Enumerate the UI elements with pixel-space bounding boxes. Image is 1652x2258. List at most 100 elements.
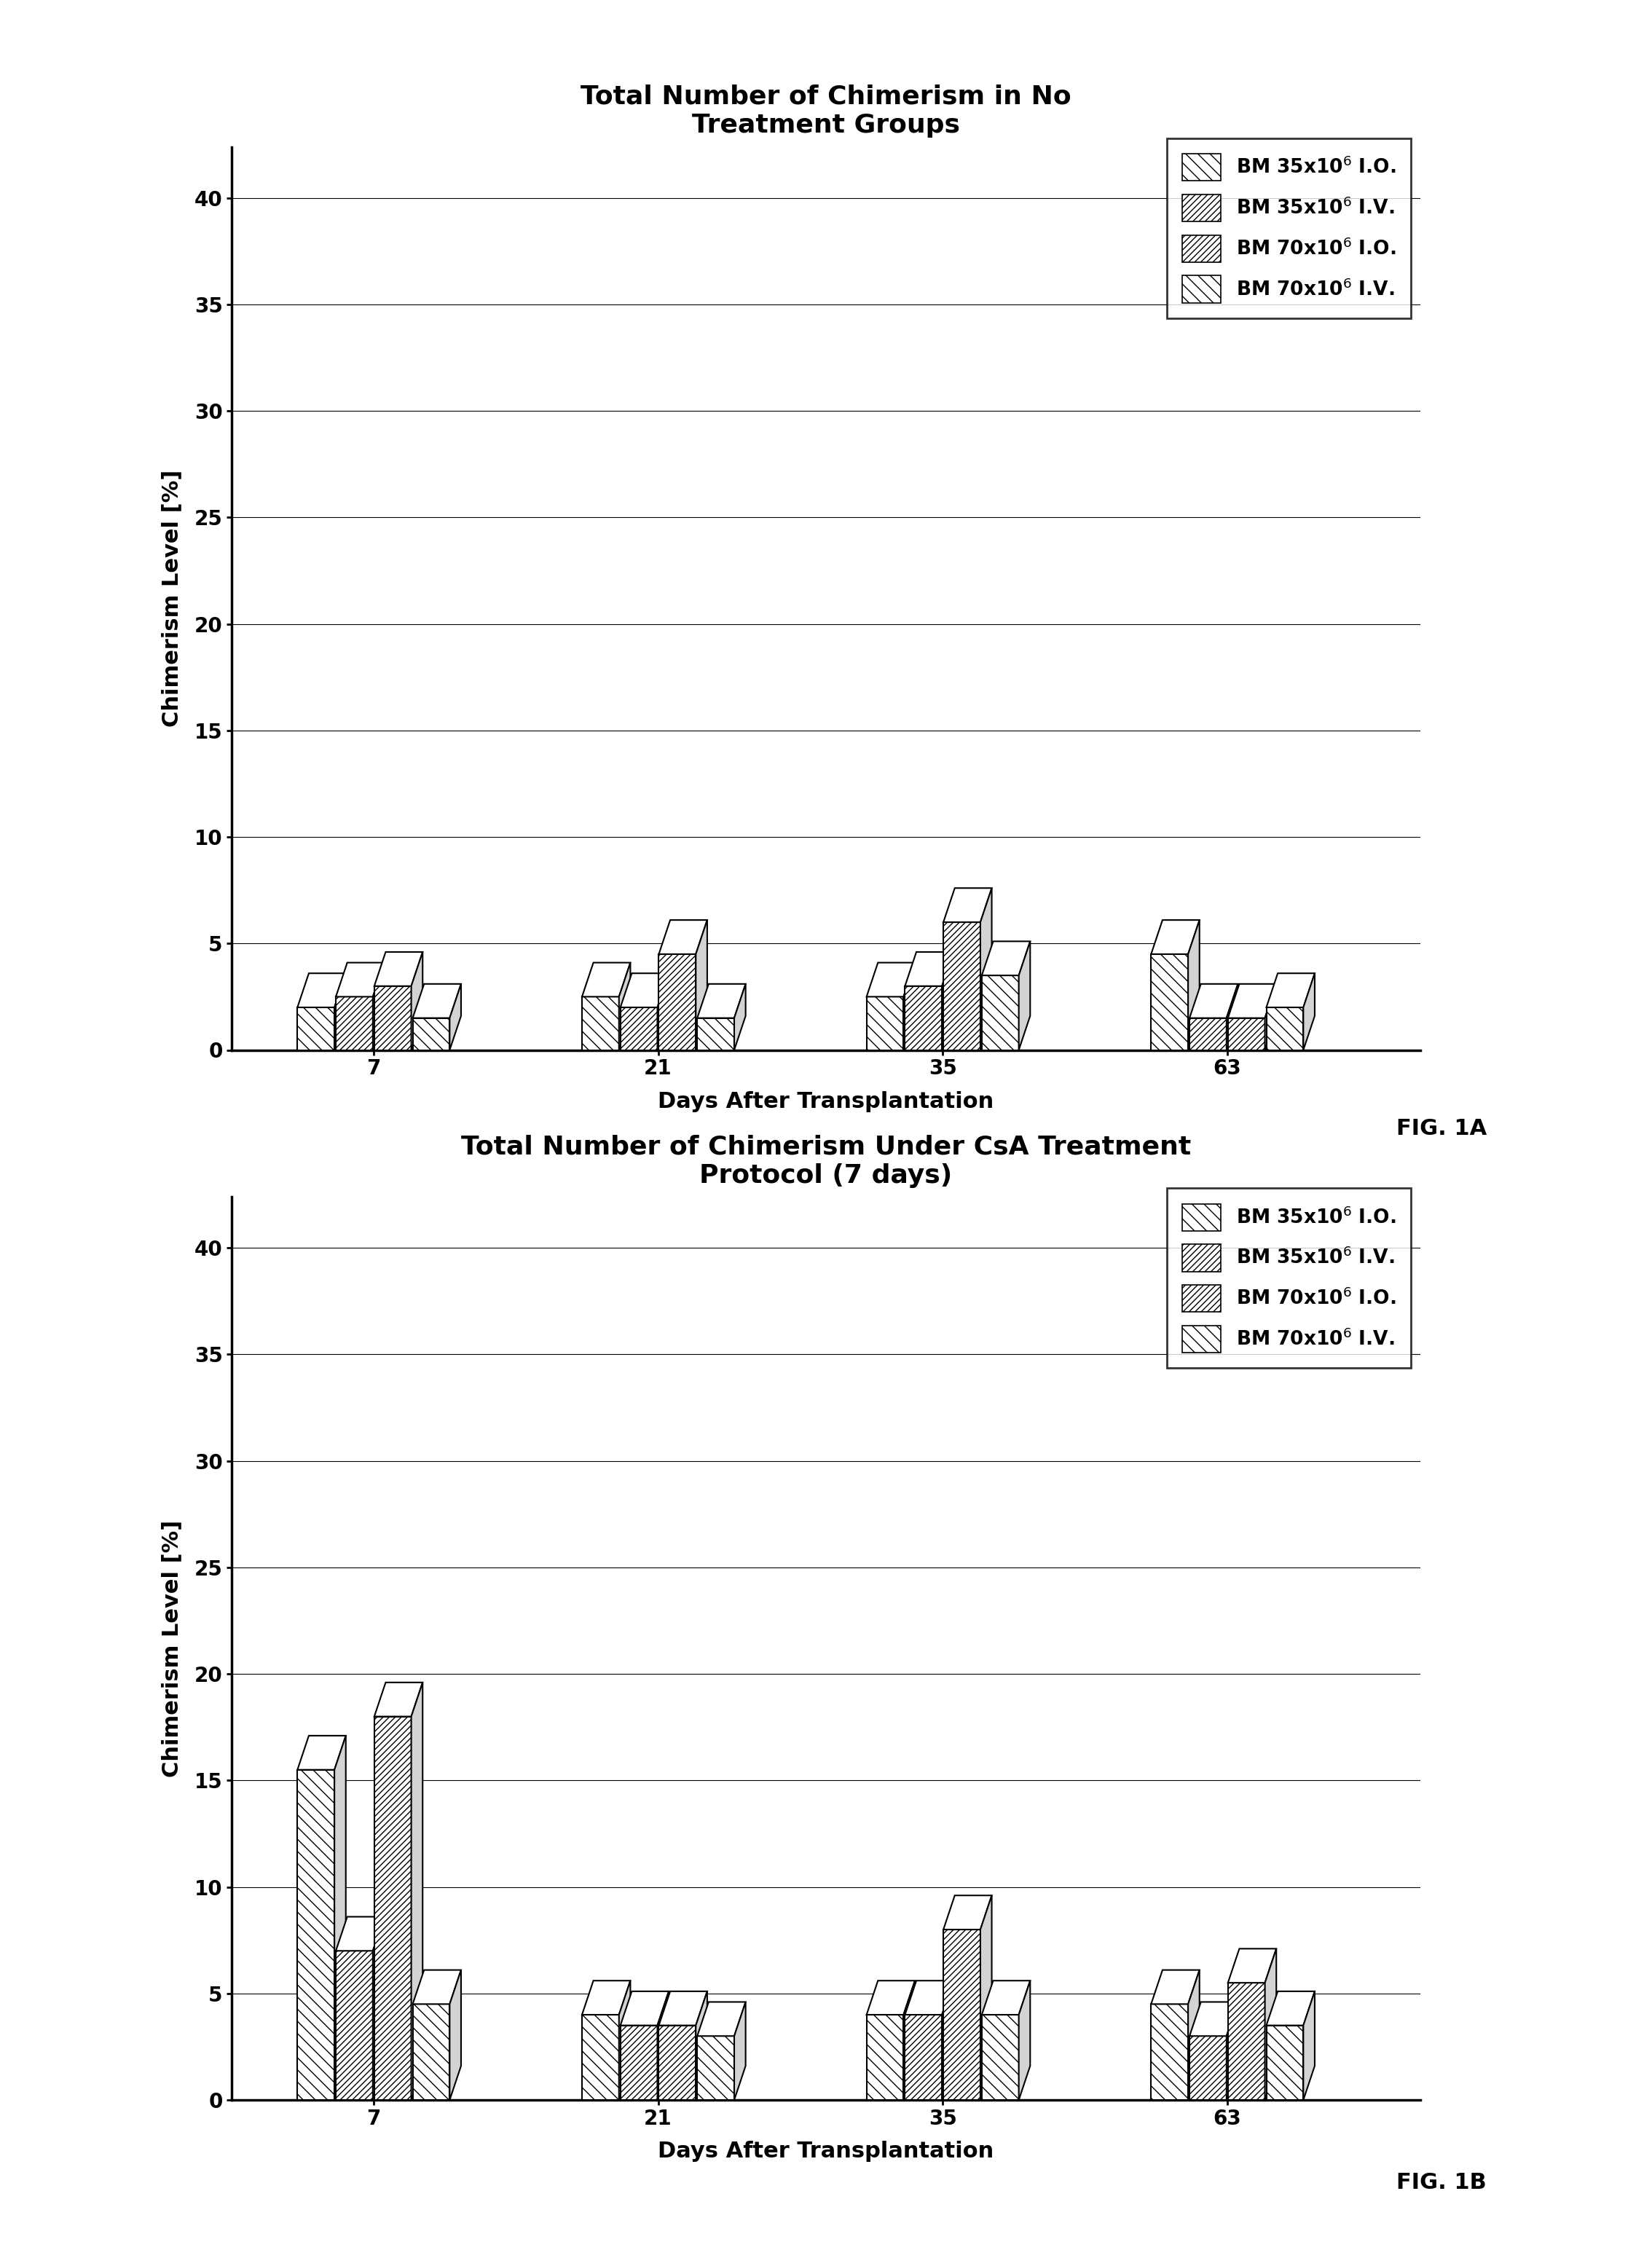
- Polygon shape: [582, 1980, 631, 2014]
- Bar: [621, 2025, 657, 2100]
- Text: FIG. 1A: FIG. 1A: [1396, 1118, 1487, 1138]
- Bar: [297, 1007, 334, 1050]
- Polygon shape: [1189, 2003, 1237, 2037]
- Polygon shape: [981, 942, 1031, 975]
- Polygon shape: [297, 1736, 345, 1770]
- Title: Total Number of Chimerism in No
Treatment Groups: Total Number of Chimerism in No Treatmen…: [580, 84, 1072, 138]
- Polygon shape: [657, 973, 669, 1050]
- Bar: [1227, 1018, 1265, 1050]
- Bar: [905, 987, 942, 1050]
- Bar: [621, 1007, 657, 1050]
- Bar: [981, 975, 1019, 1050]
- Polygon shape: [1265, 1949, 1277, 2100]
- Bar: [335, 996, 373, 1050]
- Polygon shape: [942, 953, 953, 1050]
- Bar: [375, 1716, 411, 2100]
- Polygon shape: [1227, 1949, 1277, 1983]
- Title: Total Number of Chimerism Under CsA Treatment
Protocol (7 days): Total Number of Chimerism Under CsA Trea…: [461, 1134, 1191, 1188]
- Bar: [943, 921, 980, 1050]
- Polygon shape: [1151, 1969, 1199, 2005]
- Polygon shape: [375, 1682, 423, 1716]
- Polygon shape: [867, 962, 915, 996]
- Polygon shape: [334, 1736, 345, 2100]
- X-axis label: Days After Transplantation: Days After Transplantation: [657, 1091, 995, 1113]
- Polygon shape: [904, 962, 915, 1050]
- Polygon shape: [1267, 1992, 1315, 2025]
- Bar: [659, 2025, 695, 2100]
- Polygon shape: [904, 1980, 915, 2100]
- Polygon shape: [1267, 973, 1315, 1007]
- Polygon shape: [1226, 984, 1237, 1050]
- Polygon shape: [733, 984, 745, 1050]
- Bar: [1189, 2037, 1226, 2100]
- Polygon shape: [905, 953, 953, 987]
- X-axis label: Days After Transplantation: Days After Transplantation: [657, 2141, 995, 2163]
- Bar: [582, 996, 620, 1050]
- Polygon shape: [335, 1917, 385, 1951]
- Bar: [943, 1931, 980, 2100]
- Bar: [659, 955, 695, 1050]
- Bar: [981, 2014, 1019, 2100]
- Polygon shape: [334, 973, 345, 1050]
- Polygon shape: [582, 962, 631, 996]
- Bar: [375, 987, 411, 1050]
- Polygon shape: [943, 1894, 991, 1931]
- Polygon shape: [373, 1917, 385, 2100]
- Polygon shape: [733, 2003, 745, 2100]
- Polygon shape: [335, 962, 385, 996]
- Polygon shape: [1303, 1992, 1315, 2100]
- Polygon shape: [697, 984, 745, 1018]
- Bar: [867, 996, 904, 1050]
- Polygon shape: [657, 1992, 669, 2100]
- Polygon shape: [413, 984, 461, 1018]
- Polygon shape: [980, 887, 991, 1050]
- Polygon shape: [697, 2003, 745, 2037]
- Bar: [1189, 1018, 1226, 1050]
- Polygon shape: [620, 962, 631, 1050]
- Legend: BM 35x10$^{6}$ I.O., BM 35x10$^{6}$ I.V., BM 70x10$^{6}$ I.O., BM 70x10$^{6}$ I.: BM 35x10$^{6}$ I.O., BM 35x10$^{6}$ I.V.…: [1166, 138, 1411, 318]
- Bar: [1151, 955, 1188, 1050]
- Polygon shape: [867, 1980, 915, 2014]
- Polygon shape: [297, 973, 345, 1007]
- Polygon shape: [943, 887, 991, 921]
- Bar: [413, 2005, 449, 2100]
- Polygon shape: [373, 962, 385, 1050]
- Polygon shape: [659, 1992, 707, 2025]
- Legend: BM 35x10$^{6}$ I.O., BM 35x10$^{6}$ I.V., BM 70x10$^{6}$ I.O., BM 70x10$^{6}$ I.: BM 35x10$^{6}$ I.O., BM 35x10$^{6}$ I.V.…: [1166, 1188, 1411, 1368]
- Bar: [582, 2014, 620, 2100]
- Bar: [413, 1018, 449, 1050]
- Bar: [335, 1951, 373, 2100]
- Polygon shape: [621, 973, 669, 1007]
- Polygon shape: [1265, 984, 1277, 1050]
- Polygon shape: [413, 1969, 461, 2005]
- Bar: [905, 2014, 942, 2100]
- Polygon shape: [1226, 2003, 1237, 2100]
- Bar: [297, 1770, 334, 2100]
- Polygon shape: [449, 984, 461, 1050]
- Polygon shape: [1019, 1980, 1031, 2100]
- Bar: [1267, 1007, 1303, 1050]
- Polygon shape: [411, 953, 423, 1050]
- Bar: [1151, 2005, 1188, 2100]
- Polygon shape: [621, 1992, 669, 2025]
- Polygon shape: [620, 1980, 631, 2100]
- Bar: [1227, 1983, 1265, 2100]
- Polygon shape: [411, 1682, 423, 2100]
- Polygon shape: [1188, 1969, 1199, 2100]
- Bar: [1267, 2025, 1303, 2100]
- Polygon shape: [1019, 942, 1031, 1050]
- Polygon shape: [1227, 984, 1277, 1018]
- Polygon shape: [375, 953, 423, 987]
- Polygon shape: [1303, 973, 1315, 1050]
- Text: FIG. 1B: FIG. 1B: [1396, 2172, 1487, 2193]
- Bar: [697, 2037, 733, 2100]
- Polygon shape: [981, 1980, 1031, 2014]
- Polygon shape: [659, 919, 707, 955]
- Bar: [697, 1018, 733, 1050]
- Y-axis label: Chimerism Level [%]: Chimerism Level [%]: [162, 470, 182, 727]
- Polygon shape: [942, 1980, 953, 2100]
- Y-axis label: Chimerism Level [%]: Chimerism Level [%]: [162, 1520, 182, 1777]
- Polygon shape: [1151, 919, 1199, 955]
- Bar: [867, 2014, 904, 2100]
- Polygon shape: [905, 1980, 953, 2014]
